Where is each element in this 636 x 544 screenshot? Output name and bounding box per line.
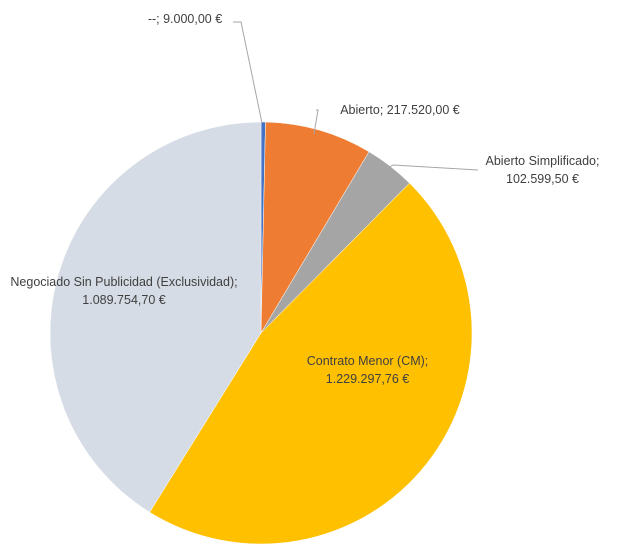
data-label: Abierto Simplificado; 102.599,50 €	[485, 154, 600, 186]
data-label: Contrato Menor (CM); 1.229.297,76 €	[306, 354, 429, 386]
pie-slice	[49, 121, 262, 513]
leader-line	[313, 109, 319, 135]
leader-line	[233, 21, 263, 124]
data-label: Negociado Sin Publicidad (Exclusividad);…	[10, 275, 238, 307]
pie	[49, 121, 473, 544]
leader-lines	[233, 21, 479, 171]
data-label: Abierto; 217.520,00 €	[340, 103, 460, 117]
pie-slice	[149, 182, 473, 544]
leader-line	[387, 164, 479, 171]
data-label: --; 9.000,00 €	[147, 12, 223, 26]
pie-slice	[260, 121, 370, 334]
